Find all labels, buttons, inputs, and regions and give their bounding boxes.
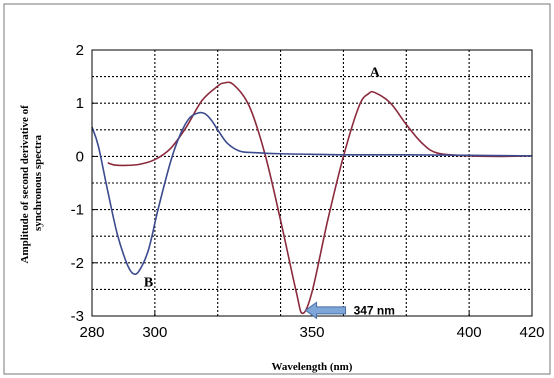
series-label-b: B (144, 276, 153, 291)
y-axis-title-line-1: Amplitude of second derivative of (19, 105, 31, 264)
series-line-a (107, 81, 533, 315)
x-tick-label: 280 (79, 324, 104, 341)
x-axis-title: Wavelength (nm) (272, 361, 353, 373)
y-tick-label: -1 (71, 202, 84, 219)
annotation-arrow-icon (304, 301, 347, 320)
series-line-b (91, 111, 533, 276)
x-tick-label: 300 (142, 324, 167, 341)
annotation-label: 347 nm (354, 303, 395, 317)
series-label-a: A (370, 66, 381, 81)
series-layer: AB (91, 66, 533, 315)
x-tick-label: 350 (299, 324, 324, 341)
y-axis-title-line-2: synchronous spectra (32, 134, 44, 231)
y-tick-label: -2 (71, 255, 84, 272)
y-tick-label: 1 (76, 95, 84, 112)
annotations: 347 nm (304, 301, 395, 320)
figure-border (3, 3, 551, 375)
x-tick-label: 400 (457, 324, 482, 341)
y-tick-label: -3 (71, 308, 84, 325)
annotation-347nm: 347 nm (304, 301, 395, 320)
y-tick-label: 2 (76, 42, 84, 59)
y-tick-label: 0 (76, 148, 84, 165)
y-axis-title: Amplitude of second derivative of synchr… (19, 102, 44, 263)
x-tick-label: 420 (519, 324, 544, 341)
